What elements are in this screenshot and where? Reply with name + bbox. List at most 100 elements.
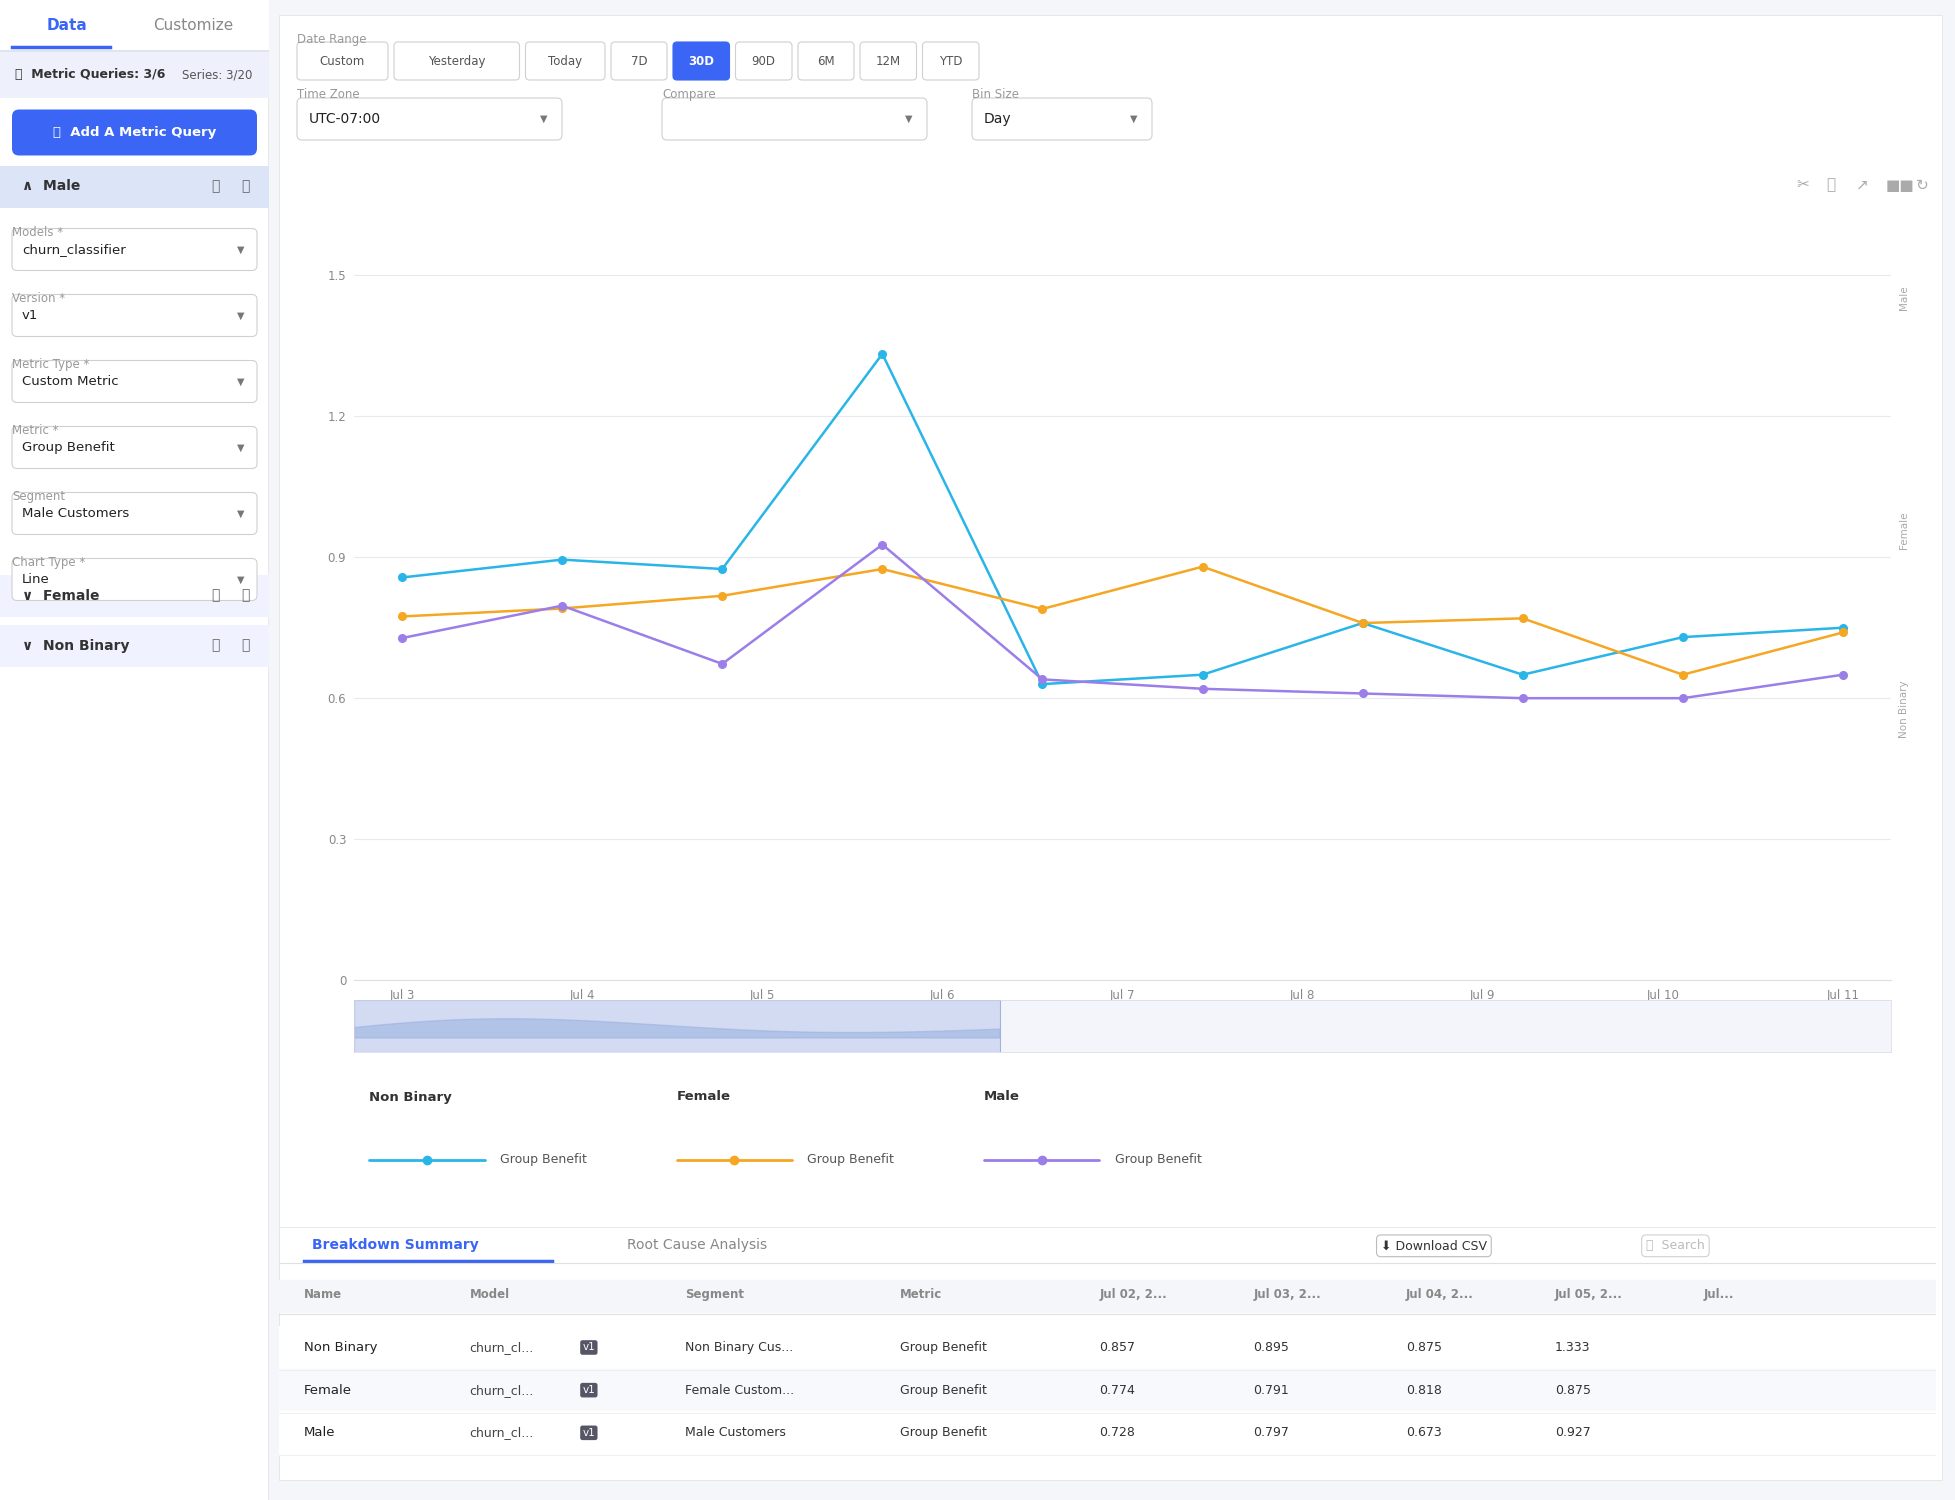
Text: Group Benefit: Group Benefit — [899, 1383, 987, 1396]
FancyBboxPatch shape — [972, 98, 1151, 140]
Text: Female: Female — [1898, 512, 1908, 549]
Bar — [0, 50, 270, 51]
Text: Series: 3/20: Series: 3/20 — [182, 68, 252, 81]
Text: Female Custom...: Female Custom... — [684, 1383, 794, 1396]
Text: 0.791: 0.791 — [1253, 1383, 1288, 1396]
Text: Female: Female — [676, 1090, 731, 1104]
Text: ⓘ  Metric Queries: 3/6: ⓘ Metric Queries: 3/6 — [16, 68, 166, 81]
Text: Segment: Segment — [684, 1288, 743, 1302]
Text: Jul 02, 2...: Jul 02, 2... — [1099, 1288, 1167, 1302]
FancyBboxPatch shape — [297, 98, 561, 140]
Text: ∨  Non Binary: ∨ Non Binary — [22, 639, 129, 652]
Text: Non Binary: Non Binary — [303, 1341, 377, 1354]
Text: Version *: Version * — [12, 292, 65, 304]
Text: 0.875: 0.875 — [1406, 1341, 1441, 1354]
Text: churn_classifier: churn_classifier — [22, 243, 125, 256]
FancyBboxPatch shape — [860, 42, 917, 80]
Text: Jul...: Jul... — [1703, 1288, 1734, 1302]
Text: 🔍  Search: 🔍 Search — [1646, 1239, 1705, 1252]
Text: Jul 05, 2...: Jul 05, 2... — [1554, 1288, 1623, 1302]
Bar — [280, 1280, 1935, 1312]
Text: 0.818: 0.818 — [1406, 1383, 1441, 1396]
Text: Group Benefit: Group Benefit — [1114, 1154, 1200, 1167]
Text: v1: v1 — [583, 1428, 594, 1438]
Bar — [280, 15, 1941, 1480]
Text: ▼: ▼ — [237, 376, 244, 387]
Text: 30D: 30D — [688, 54, 714, 68]
Text: ↗: ↗ — [1855, 177, 1867, 192]
Text: Models *: Models * — [12, 226, 63, 238]
Text: Metric: Metric — [899, 1288, 942, 1302]
Text: 0.774: 0.774 — [1099, 1383, 1134, 1396]
Text: ▼: ▼ — [905, 114, 913, 125]
Text: 1.333: 1.333 — [1554, 1341, 1589, 1354]
Text: Root Cause Analysis: Root Cause Analysis — [628, 1238, 766, 1251]
Text: Jul 04, 2...: Jul 04, 2... — [1406, 1288, 1472, 1302]
Bar — [0, 624, 270, 666]
Text: Male Customers: Male Customers — [684, 1426, 786, 1440]
Bar — [0, 574, 270, 616]
FancyBboxPatch shape — [297, 42, 387, 80]
Text: churn_cl...: churn_cl... — [469, 1426, 534, 1440]
Text: 🗑: 🗑 — [240, 180, 248, 194]
Text: Bin Size: Bin Size — [972, 87, 1019, 100]
Bar — [0, 0, 270, 1500]
Text: Name: Name — [303, 1288, 342, 1302]
Text: ∨  Female: ∨ Female — [22, 588, 100, 603]
Bar — [280, 1370, 1935, 1413]
Text: Day: Day — [983, 112, 1011, 126]
Text: 🗑: 🗑 — [240, 639, 248, 652]
Text: Male: Male — [983, 1090, 1019, 1104]
FancyBboxPatch shape — [798, 42, 854, 80]
Text: Group Benefit: Group Benefit — [22, 441, 115, 454]
Text: Compare: Compare — [661, 87, 716, 100]
Text: Male: Male — [303, 1426, 334, 1440]
Text: Metric *: Metric * — [12, 424, 59, 436]
Text: Customize: Customize — [154, 18, 235, 33]
Text: Male Customers: Male Customers — [22, 507, 129, 520]
FancyBboxPatch shape — [923, 42, 979, 80]
Text: Metric Type *: Metric Type * — [12, 358, 90, 370]
FancyBboxPatch shape — [393, 42, 520, 80]
Text: ↻: ↻ — [1916, 177, 1928, 192]
Text: ✂: ✂ — [1795, 177, 1808, 192]
Text: churn_cl...: churn_cl... — [469, 1341, 534, 1354]
Text: ▼: ▼ — [237, 442, 244, 453]
Text: Non Binary Cus...: Non Binary Cus... — [684, 1341, 794, 1354]
Text: Non Binary: Non Binary — [1898, 680, 1908, 738]
Text: Female: Female — [303, 1383, 352, 1396]
FancyBboxPatch shape — [735, 42, 792, 80]
FancyBboxPatch shape — [12, 360, 256, 402]
Text: Group Benefit: Group Benefit — [807, 1154, 893, 1167]
Text: Time Zone: Time Zone — [297, 87, 360, 100]
Text: 6M: 6M — [817, 54, 835, 68]
Text: v1: v1 — [22, 309, 39, 322]
Text: ▼: ▼ — [237, 310, 244, 321]
Text: UTC-07:00: UTC-07:00 — [309, 112, 381, 126]
FancyBboxPatch shape — [661, 98, 927, 140]
FancyBboxPatch shape — [12, 110, 256, 156]
Text: v1: v1 — [583, 1384, 594, 1395]
Text: Group Benefit: Group Benefit — [899, 1426, 987, 1440]
Text: ▼: ▼ — [540, 114, 547, 125]
Text: Group Benefit: Group Benefit — [500, 1154, 586, 1167]
Bar — [280, 1412, 1935, 1455]
Text: 7D: 7D — [630, 54, 647, 68]
Bar — [0, 51, 270, 98]
Text: churn_cl...: churn_cl... — [469, 1383, 534, 1396]
FancyBboxPatch shape — [12, 228, 256, 270]
FancyBboxPatch shape — [673, 42, 729, 80]
Text: 👁: 👁 — [211, 639, 219, 652]
Text: 0.895: 0.895 — [1253, 1341, 1288, 1354]
FancyBboxPatch shape — [526, 42, 604, 80]
Text: ▼: ▼ — [237, 509, 244, 519]
Text: 0.857: 0.857 — [1099, 1341, 1134, 1354]
Text: 0.927: 0.927 — [1554, 1426, 1589, 1440]
Text: ▼: ▼ — [1130, 114, 1138, 125]
Text: Date Range: Date Range — [297, 33, 366, 46]
Text: Non Binary: Non Binary — [369, 1090, 452, 1104]
Text: ⬇ Download CSV: ⬇ Download CSV — [1380, 1239, 1486, 1252]
Text: Male: Male — [1898, 285, 1908, 310]
Text: YTD: YTD — [938, 54, 962, 68]
Bar — [280, 1326, 1935, 1370]
